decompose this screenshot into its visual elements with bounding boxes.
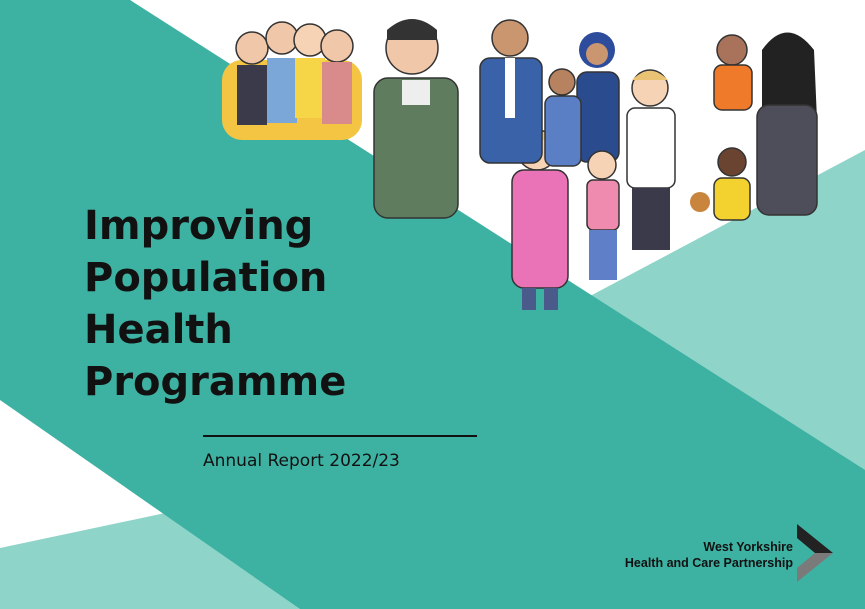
logo-line-2: Health and Care Partnership [624, 556, 793, 570]
chevron-icon [797, 524, 833, 582]
people-illustration [222, 19, 818, 310]
report-subtitle: Annual Report 2022/23 [203, 451, 400, 471]
title-line-1: Improving [84, 203, 314, 249]
title-divider [203, 435, 477, 437]
teal-shape-upper [0, 0, 560, 312]
title-line-2: Population [84, 255, 328, 301]
organization-logo-text: West Yorkshire Health and Care Partnersh… [625, 539, 793, 571]
light-teal-shape-bottom-left [0, 512, 300, 609]
family-group-left [222, 21, 362, 140]
nurse-white [626, 69, 676, 250]
woman-dark-hair [713, 32, 818, 216]
title-line-3: Health [84, 307, 233, 353]
page-title: Improving Population Health Programme [84, 200, 346, 408]
man-green-jacket [373, 19, 459, 219]
title-line-4: Programme [84, 359, 347, 405]
woman-hijab [576, 32, 620, 163]
child-yellow [690, 147, 751, 221]
girl-pink-top [586, 150, 620, 280]
man-blue-suit [479, 19, 543, 164]
logo-line-1: West Yorkshire [703, 540, 793, 554]
boy-blue [544, 68, 582, 167]
